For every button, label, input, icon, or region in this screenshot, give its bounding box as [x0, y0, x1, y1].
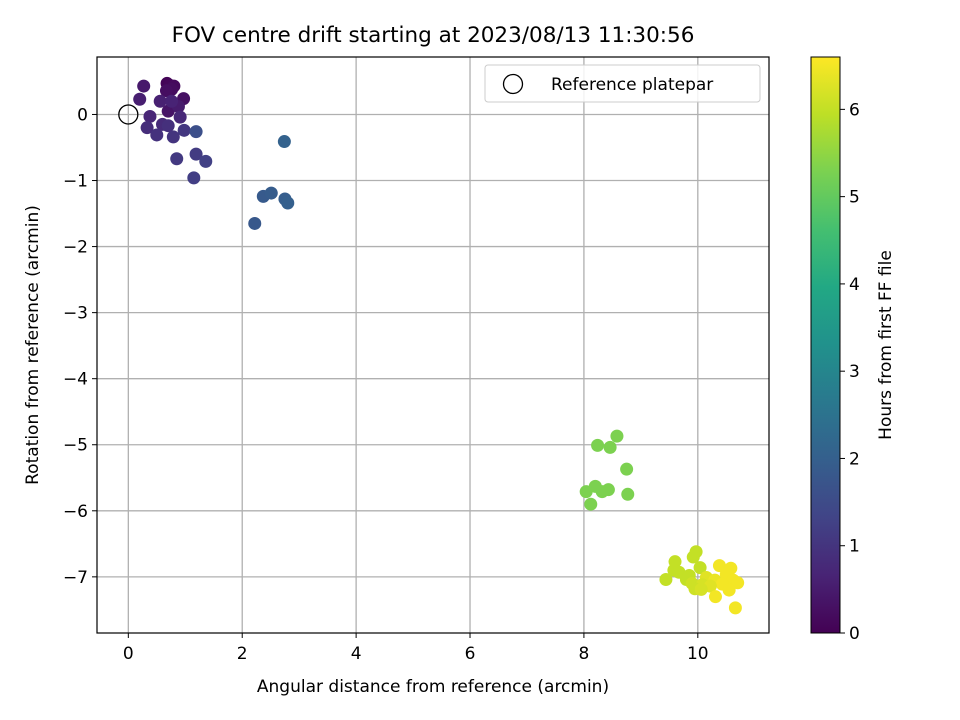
x-tick-label: 4: [351, 644, 362, 664]
data-point: [579, 485, 593, 499]
y-tick-label: 0: [77, 105, 88, 125]
colorbar-ticks: 0 1 2 3 4 5 6: [840, 100, 860, 644]
data-point: [137, 79, 151, 93]
legend-box: [484, 64, 761, 103]
data-point: [620, 462, 634, 476]
data-point: [610, 429, 624, 443]
data-point: [621, 487, 635, 501]
x-tick-label: 8: [579, 644, 590, 664]
data-point: [133, 92, 147, 106]
data-point: [277, 135, 291, 149]
data-point: [187, 171, 201, 185]
colorbar-tick-label: 4: [849, 275, 860, 295]
data-point: [150, 128, 164, 142]
plot-area-frame: [96, 56, 770, 634]
x-axis-ticks: 0 2 4 6 8 10: [123, 633, 709, 664]
data-points: [133, 76, 745, 615]
colorbar-gradient: [810, 56, 841, 634]
x-tick-label: 2: [237, 644, 248, 664]
data-point: [584, 497, 598, 511]
data-point: [189, 147, 203, 161]
data-point: [686, 550, 700, 564]
x-tick-label: 0: [123, 644, 134, 664]
data-point: [595, 485, 609, 499]
data-point: [140, 121, 154, 135]
grid-lines: [97, 57, 769, 633]
y-tick-label: −6: [63, 502, 88, 522]
x-tick-label: 10: [687, 644, 709, 664]
data-point: [177, 123, 191, 137]
data-point: [189, 125, 203, 139]
data-point: [161, 104, 175, 118]
chart-title: FOV centre drift starting at 2023/08/13 …: [172, 23, 695, 48]
legend-reference-marker: [502, 73, 524, 95]
legend: Reference platepar: [484, 64, 761, 103]
data-point: [264, 186, 278, 200]
y-tick-label: −1: [63, 172, 88, 192]
data-point: [248, 216, 262, 230]
y-tick-label: −4: [63, 370, 88, 390]
x-tick-label: 6: [465, 644, 476, 664]
data-point: [693, 561, 707, 575]
data-point: [591, 438, 605, 452]
data-point: [694, 582, 708, 596]
data-point: [170, 152, 184, 166]
y-axis-label: Rotation from reference (arcmin): [23, 205, 43, 485]
data-point: [281, 196, 295, 210]
data-point: [603, 440, 617, 454]
data-point: [722, 583, 736, 597]
data-point: [166, 130, 180, 144]
data-point: [199, 154, 213, 168]
y-tick-label: −3: [63, 304, 88, 324]
data-point: [153, 94, 167, 108]
colorbar-tick-label: 1: [849, 537, 860, 557]
colorbar: 0 1 2 3 4 5 6 Hours from first FF file: [810, 56, 896, 644]
data-point: [728, 601, 742, 615]
data-point: [173, 110, 187, 124]
colorbar-tick-label: 3: [849, 362, 860, 382]
y-tick-label: −5: [63, 436, 88, 456]
colorbar-label: Hours from first FF file: [876, 250, 896, 440]
y-tick-label: −2: [63, 238, 88, 258]
data-point: [659, 572, 673, 586]
colorbar-tick-label: 6: [849, 100, 860, 120]
reference-marker: [118, 104, 139, 125]
x-axis-label: Angular distance from reference (arcmin): [257, 677, 609, 697]
data-point: [143, 109, 157, 123]
colorbar-tick-label: 5: [849, 188, 860, 208]
data-point: [731, 576, 745, 590]
y-axis-ticks: 0 −1 −2 −3 −4 −5 −6 −7: [63, 105, 97, 588]
colorbar-tick-label: 2: [849, 449, 860, 469]
data-point: [161, 119, 175, 133]
data-point: [165, 94, 179, 108]
y-tick-label: −7: [63, 568, 88, 588]
reference-platepar-marker: [118, 104, 139, 125]
colorbar-tick-label: 0: [849, 624, 860, 644]
data-point: [708, 590, 722, 604]
legend-entry-label: Reference platepar: [551, 75, 713, 95]
data-point: [159, 84, 173, 98]
